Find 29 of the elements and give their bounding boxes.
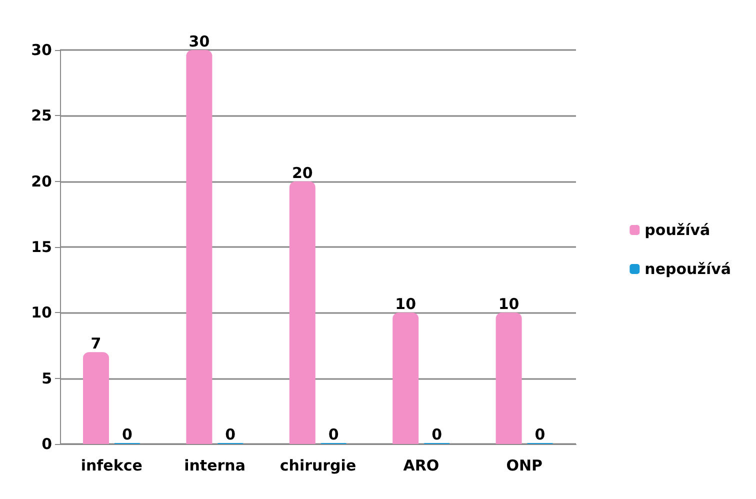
bar [186, 50, 212, 444]
bar [392, 312, 419, 444]
data-label: 0 [122, 426, 132, 444]
data-label: 10 [395, 295, 416, 314]
data-label: 7 [90, 334, 102, 353]
bar [289, 181, 316, 444]
bar [83, 352, 109, 444]
data-label: 10 [498, 295, 520, 314]
y-tick-label: 30 [31, 41, 52, 59]
legend-label: používá [644, 221, 710, 239]
data-label: 0 [225, 426, 236, 444]
data-label: 0 [328, 426, 339, 444]
y-tick-label: 0 [42, 435, 52, 453]
data-label: 30 [188, 32, 210, 50]
x-tick-label: chirurgie [280, 456, 356, 474]
legend-label: nepoužívá [644, 260, 732, 278]
data-label: 20 [292, 164, 313, 182]
y-tick-label: 15 [31, 238, 52, 256]
bar [496, 312, 522, 444]
y-tick-label: 20 [31, 172, 52, 190]
y-tick-label: 25 [31, 106, 52, 125]
data-label: 0 [432, 426, 442, 444]
x-tick-label: interna [184, 456, 246, 474]
x-tick-label: ONP [506, 456, 543, 474]
y-tick-label: 5 [42, 369, 52, 388]
data-label: 0 [534, 426, 546, 444]
x-tick-label: infekce [80, 456, 142, 474]
x-tick-label: ARO [403, 456, 440, 474]
y-tick-label: 10 [31, 304, 52, 322]
